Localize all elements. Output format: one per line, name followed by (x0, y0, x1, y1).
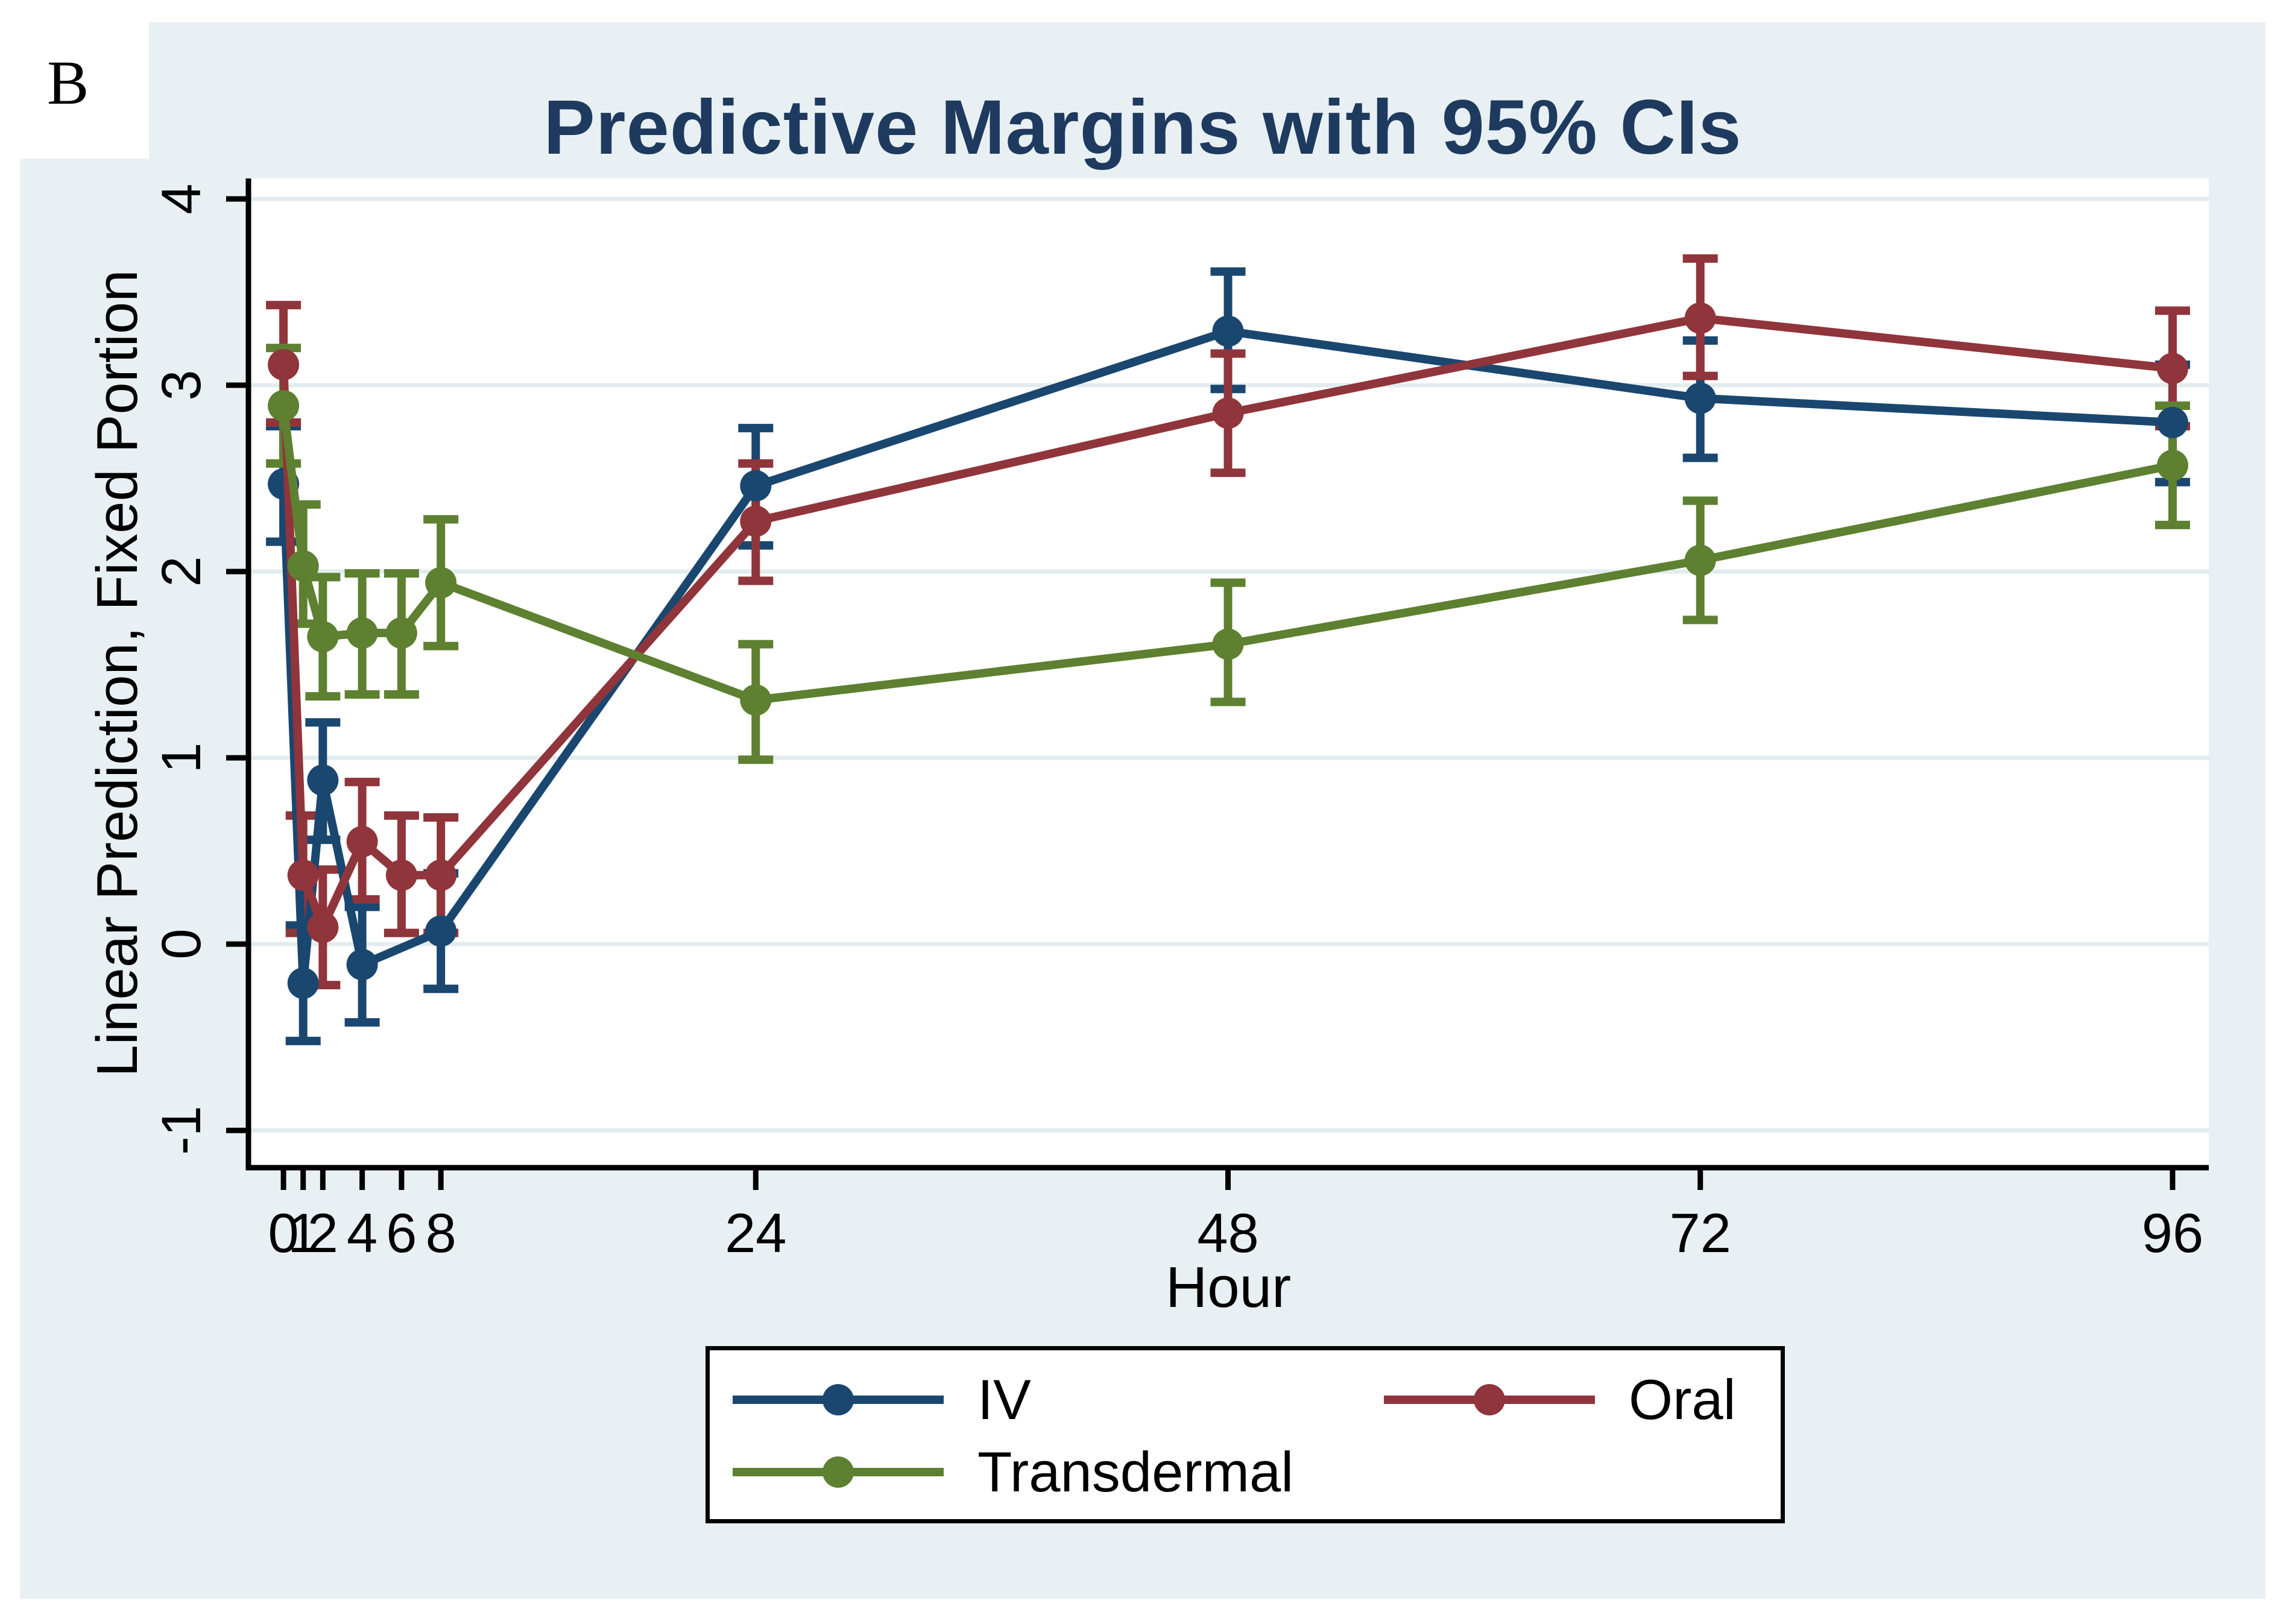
series-marker-transdermal (1212, 628, 1244, 660)
series-marker-oral (1684, 302, 1716, 334)
x-tick-label: 6 (386, 1203, 417, 1264)
panel-label-box (0, 0, 149, 159)
x-tick-label: 2 (307, 1203, 338, 1264)
x-tick-label: 96 (2141, 1203, 2204, 1264)
x-tick-label: 8 (425, 1203, 456, 1264)
y-tick-label: 4 (151, 183, 212, 215)
x-tick-label: 0 (268, 1203, 299, 1264)
series-line-transdermal (279, 405, 2174, 705)
legend-marker-icon (733, 1364, 944, 1436)
series-marker-oral (385, 859, 417, 891)
series-line-oral (279, 313, 2173, 939)
series-marker-oral (346, 826, 378, 858)
series-marker-transdermal (307, 621, 339, 653)
series-marker-iv (287, 968, 319, 999)
series-marker-transdermal (1684, 544, 1716, 576)
legend: IV Oral Transdermal (706, 1346, 1785, 1523)
y-tick-label: 0 (151, 928, 212, 960)
series-marker-iv (307, 764, 339, 796)
panel-label: B (47, 48, 89, 118)
series-marker-transdermal (346, 617, 378, 649)
x-tick-label: 24 (725, 1203, 787, 1264)
series-marker-iv (2156, 406, 2188, 438)
y-tick-label: 2 (151, 556, 212, 587)
series-marker-oral (307, 911, 339, 943)
legend-marker-icon (1384, 1364, 1595, 1436)
series-marker-iv (346, 949, 378, 981)
series-marker-iv (1684, 382, 1716, 414)
series-marker-oral (287, 859, 319, 891)
series-marker-iv (1212, 315, 1244, 347)
series-marker-iv (740, 470, 772, 502)
legend-dot (822, 1384, 854, 1415)
series-marker-oral (2156, 353, 2188, 385)
series-marker-transdermal (385, 617, 417, 649)
x-tick-label: 72 (1669, 1203, 1731, 1264)
x-tick-label: 48 (1197, 1203, 1259, 1264)
series-marker-transdermal (268, 390, 300, 422)
legend-label: Transdermal (977, 1440, 1294, 1503)
y-axis-title: Linear Prediction, Fixed Portion (85, 269, 150, 1077)
x-axis-title: Hour (1165, 1255, 1292, 1320)
legend-dot (1474, 1384, 1505, 1415)
series-marker-oral (268, 349, 300, 381)
legend-dot (822, 1456, 854, 1488)
series-marker-transdermal (740, 684, 772, 716)
legend-item-oral: Oral (1384, 1364, 1781, 1436)
series-marker-transdermal (287, 550, 319, 582)
legend-label: Oral (1629, 1368, 1736, 1431)
series-marker-iv (425, 915, 457, 947)
legend-grid: IV Oral Transdermal (710, 1350, 1781, 1508)
series-marker-oral (1212, 397, 1244, 429)
legend-marker-icon (733, 1436, 944, 1508)
y-tick-label: 3 (151, 370, 212, 401)
legend-item-transdermal: Transdermal (733, 1436, 1384, 1508)
series-marker-transdermal (425, 567, 457, 599)
legend-label: IV (977, 1368, 1031, 1431)
y-tick-label: 1 (151, 742, 212, 773)
x-tick-label: 4 (347, 1203, 378, 1264)
series-marker-oral (740, 505, 772, 537)
series-marker-transdermal (2156, 449, 2188, 481)
legend-item-iv: IV (733, 1364, 1384, 1436)
x-tick-label: 1 (288, 1203, 319, 1264)
series-marker-oral (425, 859, 457, 891)
y-tick-label: -1 (151, 1106, 212, 1156)
chart-title: Predictive Margins with 95% CIs (543, 84, 1742, 171)
